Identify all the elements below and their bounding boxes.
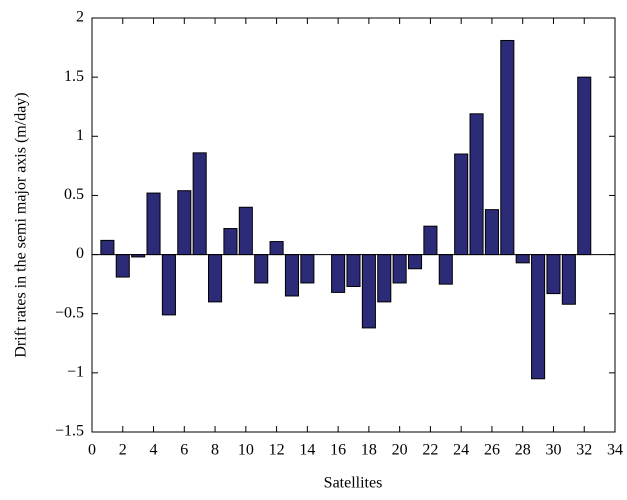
x-tick-label: 4 [150, 442, 158, 459]
bar [392, 254, 407, 284]
y-tick-label: 1 [76, 127, 84, 144]
bar [561, 254, 576, 305]
bar [454, 153, 469, 256]
x-tick-label: 2 [119, 442, 127, 459]
x-tick-label: 30 [545, 442, 561, 459]
bar [577, 76, 592, 256]
x-tick-label: 24 [453, 442, 469, 459]
x-tick-label: 22 [422, 442, 438, 459]
bar [515, 254, 530, 264]
bar [484, 209, 499, 256]
bar [115, 254, 130, 278]
x-tick-label: 28 [515, 442, 531, 459]
x-tick-label: 26 [484, 442, 500, 459]
bar [177, 190, 192, 256]
x-tick-label: 32 [576, 442, 592, 459]
x-tick-label: 14 [299, 442, 315, 459]
bar [531, 254, 546, 380]
bar [300, 254, 315, 284]
bar [438, 254, 453, 285]
bar [269, 241, 284, 256]
y-tick-label: −0.5 [55, 304, 84, 321]
bar [161, 254, 176, 316]
bar [346, 254, 361, 288]
bar [469, 113, 484, 256]
x-tick-label: 18 [361, 442, 377, 459]
bar [223, 228, 238, 256]
bar [284, 254, 300, 297]
x-tick-label: 20 [392, 442, 408, 459]
bar [377, 254, 392, 303]
bar [208, 254, 223, 303]
x-tick-label: 12 [269, 442, 285, 459]
bar [500, 39, 515, 256]
x-tick-label: 16 [330, 442, 346, 459]
x-tick-label: 0 [88, 442, 96, 459]
bar [238, 206, 253, 256]
bar [254, 254, 269, 284]
y-tick-label: 0 [76, 245, 84, 262]
x-tick-label: 34 [607, 442, 623, 459]
bar [100, 239, 115, 256]
plot-frame [91, 17, 616, 433]
x-tick-label: 8 [211, 442, 219, 459]
y-tick-label: −1 [67, 364, 84, 381]
bar [407, 254, 423, 270]
y-tick-label: 2 [76, 9, 84, 26]
bar [423, 225, 438, 256]
bar [146, 192, 161, 256]
x-tick-label: 10 [238, 442, 254, 459]
y-tick-label: 0.5 [64, 186, 84, 203]
x-tick-label: 6 [180, 442, 188, 459]
bar [546, 254, 561, 295]
y-tick-label: 1.5 [64, 68, 84, 85]
x-axis-label: Satellites [324, 475, 383, 492]
bar [192, 152, 207, 256]
y-tick-label: −1.5 [55, 423, 84, 440]
bar [331, 254, 346, 293]
y-axis-label: Drift rates in the semi major axis (m/da… [13, 92, 30, 357]
bar [361, 254, 376, 329]
